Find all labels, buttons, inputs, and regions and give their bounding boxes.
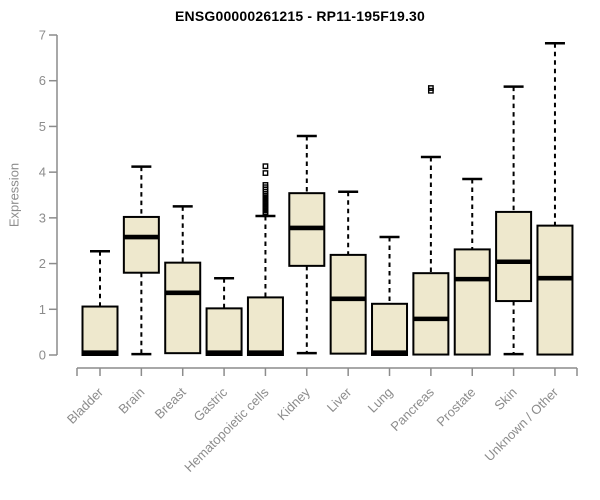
iqr-box: [246, 296, 284, 356]
iqr-box: [495, 210, 533, 303]
x-tick-label: Kidney: [274, 384, 313, 423]
box-bladder: [81, 249, 119, 356]
x-tick-label: Lung: [365, 385, 396, 416]
box-breast: [164, 205, 202, 355]
iqr-box: [453, 248, 491, 356]
iqr-box: [371, 302, 409, 357]
y-tick-label: 2: [39, 256, 46, 271]
box-unknown-other: [536, 41, 574, 356]
x-tick-label: Unknown / Other: [481, 384, 561, 464]
y-axis-label: Expression: [6, 162, 22, 228]
iqr-box: [412, 272, 450, 356]
box-hematopoietic-cells: [246, 163, 284, 356]
x-tick-label: Brain: [115, 385, 147, 417]
outlier-point: [262, 182, 269, 188]
box-pancreas: [412, 85, 450, 356]
box-liver: [329, 190, 367, 355]
box-lung: [371, 235, 409, 357]
outlier-point: [262, 170, 269, 176]
chart-title: ENSG00000261215 - RP11-195F19.30: [174, 8, 426, 24]
box-gastric: [205, 276, 243, 357]
y-tick-label: 4: [39, 165, 46, 180]
y-tick-label: 6: [39, 73, 46, 88]
y-tick-label: 3: [39, 210, 46, 225]
y-axis: 0 1 2 3 4 5 6 7: [39, 28, 58, 363]
box-prostate: [453, 177, 491, 356]
iqr-box: [81, 305, 119, 356]
x-tick-label: Bladder: [64, 384, 107, 427]
x-tick-label: Skin: [491, 385, 519, 413]
y-tick-label: 1: [39, 302, 46, 317]
y-tick-label: 0: [39, 348, 46, 363]
x-tick-label: Gastric: [190, 384, 230, 424]
outlier-point: [427, 85, 434, 91]
y-tick-label: 7: [39, 28, 46, 43]
iqr-box: [164, 261, 202, 355]
x-tick-label: Breast: [152, 384, 189, 421]
box-kidney: [288, 134, 326, 355]
iqr-box: [205, 307, 243, 357]
x-tick-label: Prostate: [434, 385, 479, 430]
box-skin: [495, 85, 533, 356]
x-tick-label: Pancreas: [388, 384, 438, 434]
x-tick-label: Liver: [324, 384, 355, 415]
iqr-box: [536, 224, 574, 356]
box-brain: [122, 165, 160, 356]
iqr-box: [122, 215, 160, 274]
iqr-box: [329, 253, 367, 355]
y-tick-label: 5: [39, 119, 46, 134]
outlier-point: [262, 163, 269, 170]
